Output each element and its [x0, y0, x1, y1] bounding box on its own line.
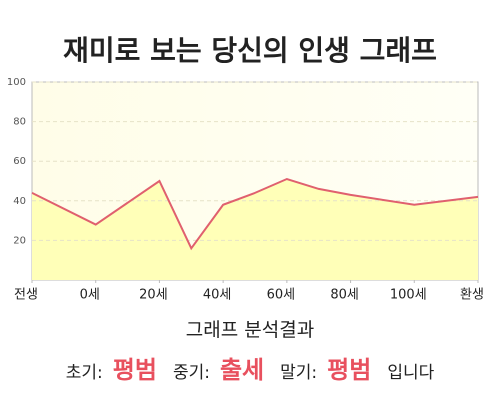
y-tick-label: 20: [13, 235, 26, 246]
x-tick-label: 60세: [267, 288, 296, 303]
result-value: 출세: [219, 356, 265, 384]
x-tick-label: 80세: [330, 288, 359, 303]
x-tick-label: 0세: [80, 288, 100, 303]
y-tick-label: 40: [13, 196, 26, 207]
area: [32, 179, 478, 280]
result-items: 초기: 평범 중기: 출세 말기: 평범 입니다: [0, 350, 500, 385]
result-value: 평범: [112, 356, 157, 384]
x-tick-label: 전생: [14, 288, 38, 303]
y-tick-label: 60: [13, 156, 26, 167]
result-ending: 입니다: [387, 363, 435, 383]
result-label: 말기:: [280, 363, 318, 383]
y-tick-label: 80: [13, 117, 26, 128]
line: [31, 177, 479, 251]
x-tick-label: 환생: [460, 288, 484, 303]
x-tick-label: 100세: [390, 288, 427, 303]
chart: 재미로 보는 당신의 인생 그래프 20 40 60 80 100 전생 0세 20세 40세 6…: [7, 34, 484, 303]
y-tick-label: 100: [7, 77, 26, 88]
result-title: 그래프 분석결과: [185, 319, 315, 341]
x-tick-label: 40세: [203, 288, 232, 303]
result: 그래프 분석결과 초기: 평범 중기: 출세 말기: 평범 입니다: [0, 315, 500, 385]
chart-title: 재미로 보는 당신의 인생 그래프: [63, 34, 437, 67]
result-label: 초기:: [65, 363, 103, 383]
x-tick-label: 20세: [139, 288, 168, 303]
result-value: 평범: [327, 356, 372, 384]
result-label: 중기:: [172, 363, 210, 383]
